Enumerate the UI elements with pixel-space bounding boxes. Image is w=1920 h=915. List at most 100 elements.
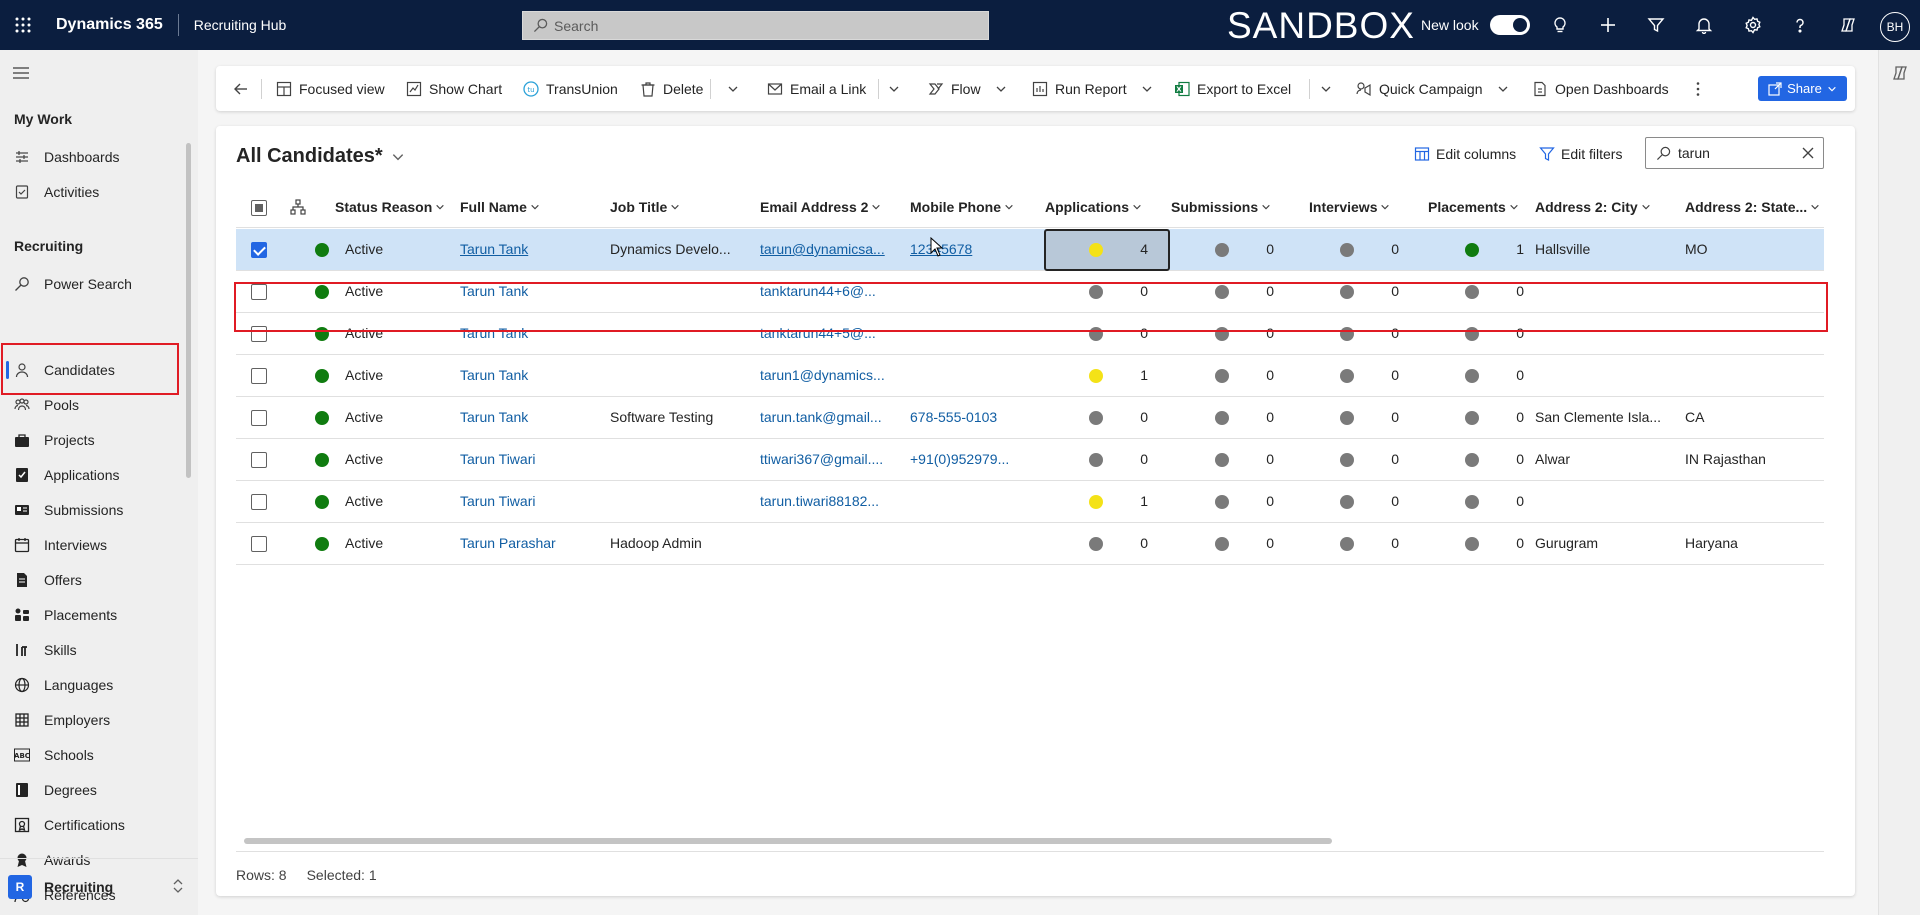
column-header-mobile-phone[interactable]: Mobile Phone: [910, 199, 1014, 215]
share-button[interactable]: Share: [1758, 76, 1847, 101]
mobile-phone-link[interactable]: +91(0)952979...: [910, 451, 1010, 467]
table-row[interactable]: Active Tarun Tank tarun1@dynamics... 1 0 0 0: [236, 355, 1824, 397]
column-header-email[interactable]: Email Address 2: [760, 199, 881, 215]
mobile-phone-link[interactable]: 12345678: [910, 241, 973, 257]
full-name-link[interactable]: Tarun Tank: [460, 283, 529, 299]
quick-campaign-button[interactable]: Quick Campaign: [1356, 66, 1509, 111]
full-name-link[interactable]: Tarun Tiwari: [460, 451, 536, 467]
copilot-icon[interactable]: [1891, 64, 1909, 82]
sidebar-item-awards[interactable]: Awards: [0, 842, 196, 877]
row-checkbox[interactable]: [251, 410, 267, 426]
row-checkbox[interactable]: [251, 326, 267, 342]
mobile-phone-link[interactable]: 678-555-0103: [910, 409, 998, 425]
app-name[interactable]: Recruiting Hub: [193, 17, 287, 33]
column-header-status-reason[interactable]: Status Reason: [335, 199, 445, 215]
full-name-link[interactable]: Tarun Tank: [460, 409, 529, 425]
open-dashboards-button[interactable]: Open Dashboards: [1532, 66, 1669, 111]
view-selector[interactable]: All Candidates*: [236, 145, 405, 168]
column-header-submissions[interactable]: Submissions: [1171, 199, 1271, 215]
copilot-icon[interactable]: [1836, 13, 1860, 37]
sidebar-item-offers[interactable]: Offers: [0, 562, 196, 597]
email-link[interactable]: tanktarun44+6@...: [760, 283, 876, 299]
row-checkbox[interactable]: [251, 536, 267, 552]
hamburger-icon[interactable]: [12, 66, 30, 80]
gear-icon[interactable]: [1741, 13, 1765, 37]
plus-icon[interactable]: [1596, 13, 1620, 37]
email-more-chevron[interactable]: [888, 66, 900, 111]
delete-button[interactable]: Delete: [640, 66, 703, 111]
table-row[interactable]: Active Tarun Tank tanktarun44+5@... 0 0 0 0: [236, 313, 1824, 355]
column-header-state[interactable]: Address 2: State...: [1685, 199, 1820, 215]
horizontal-scrollbar[interactable]: [244, 838, 1332, 844]
hierarchy-icon[interactable]: [290, 199, 306, 215]
email-link[interactable]: tarun.tank@gmail...: [760, 409, 882, 425]
row-checkbox[interactable]: [251, 494, 267, 510]
sidebar-item-power-search[interactable]: Power Search: [0, 266, 196, 301]
new-look-toggle[interactable]: [1490, 15, 1530, 35]
row-checkbox[interactable]: [251, 452, 267, 468]
global-search-input[interactable]: Search: [522, 11, 989, 40]
edit-columns-button[interactable]: Edit columns: [1414, 146, 1516, 162]
table-row[interactable]: Active Tarun Tank tanktarun44+6@... 0 0 0 0: [236, 271, 1824, 313]
email-link[interactable]: tanktarun44+5@...: [760, 325, 876, 341]
lightbulb-icon[interactable]: [1548, 13, 1572, 37]
full-name-link[interactable]: Tarun Parashar: [460, 535, 556, 551]
area-switcher[interactable]: R Recruiting: [0, 858, 198, 915]
column-header-placements[interactable]: Placements: [1428, 199, 1519, 215]
sidebar-item-placements[interactable]: Placements: [0, 597, 196, 632]
product-name[interactable]: Dynamics 365: [56, 16, 163, 33]
column-header-applications[interactable]: Applications: [1045, 199, 1142, 215]
focused-view-button[interactable]: Focused view: [276, 66, 385, 111]
sidebar-item-candidates[interactable]: Candidates: [0, 352, 196, 387]
sidebar-item-interviews[interactable]: Interviews: [0, 527, 196, 562]
full-name-link[interactable]: Tarun Tank: [460, 367, 529, 383]
more-commands-button[interactable]: [1695, 66, 1701, 111]
sidebar-item-applications[interactable]: Applications: [0, 457, 196, 492]
sidebar-item-submissions[interactable]: Submissions: [0, 492, 196, 527]
help-icon[interactable]: [1788, 13, 1812, 37]
column-header-job-title[interactable]: Job Title: [610, 199, 680, 215]
email-link[interactable]: tarun1@dynamics...: [760, 367, 885, 383]
sidebar-item-skills[interactable]: Skills: [0, 632, 196, 667]
sidebar-item-dashboards[interactable]: Dashboards: [0, 139, 196, 174]
row-checkbox[interactable]: [251, 368, 267, 384]
table-row[interactable]: Active Tarun Tank Dynamics Develo... tarun@…: [236, 229, 1824, 271]
column-header-full-name[interactable]: Full Name: [460, 199, 540, 215]
row-checkbox[interactable]: [251, 284, 267, 300]
email-link[interactable]: tarun.tiwari88182...: [760, 493, 880, 509]
sidebar-item-languages[interactable]: Languages: [0, 667, 196, 702]
table-row[interactable]: Active Tarun Parashar Hadoop Admin 0 0 0 0 Guru…: [236, 523, 1824, 565]
flow-button[interactable]: Flow: [928, 66, 1007, 111]
full-name-link[interactable]: Tarun Tank: [460, 325, 529, 341]
edit-filters-button[interactable]: Edit filters: [1539, 146, 1622, 162]
sidebar-item-schools[interactable]: ABC Schools: [0, 737, 196, 772]
sidebar-item-degrees[interactable]: Degrees: [0, 772, 196, 807]
sidebar-item-employers[interactable]: Employers: [0, 702, 196, 737]
column-header-interviews[interactable]: Interviews: [1309, 199, 1390, 215]
full-name-link[interactable]: Tarun Tiwari: [460, 493, 536, 509]
waffle-icon[interactable]: [1, 0, 45, 50]
row-checkbox[interactable]: [251, 242, 267, 258]
full-name-link[interactable]: Tarun Tank: [460, 241, 529, 257]
email-link[interactable]: ttiwari367@gmail....: [760, 451, 884, 467]
sidebar-item-certifications[interactable]: Certifications: [0, 807, 196, 842]
bell-icon[interactable]: [1692, 13, 1716, 37]
transunion-button[interactable]: tu TransUnion: [523, 66, 618, 111]
close-icon[interactable]: [1801, 146, 1815, 160]
export-excel-button[interactable]: X Export to Excel: [1174, 66, 1291, 111]
table-row[interactable]: Active Tarun Tiwari tarun.tiwari88182... 1 0…: [236, 481, 1824, 523]
column-header-city[interactable]: Address 2: City: [1535, 199, 1651, 215]
show-chart-button[interactable]: Show Chart: [406, 66, 502, 111]
quick-find-input[interactable]: tarun: [1645, 137, 1824, 169]
run-report-button[interactable]: Run Report: [1032, 66, 1153, 111]
sidebar-scrollbar[interactable]: [186, 143, 191, 478]
sidebar-item-activities[interactable]: Activities: [0, 174, 196, 209]
user-avatar[interactable]: BH: [1880, 12, 1910, 42]
email-link[interactable]: tarun@dynamicsa...: [760, 241, 885, 257]
table-row[interactable]: Active Tarun Tank Software Testing tarun.ta…: [236, 397, 1824, 439]
delete-more-chevron[interactable]: [727, 66, 739, 111]
email-link-button[interactable]: Email a Link: [767, 66, 866, 111]
back-button[interactable]: [233, 66, 249, 111]
sidebar-item-projects[interactable]: Projects: [0, 422, 196, 457]
select-all-checkbox[interactable]: [251, 200, 267, 216]
